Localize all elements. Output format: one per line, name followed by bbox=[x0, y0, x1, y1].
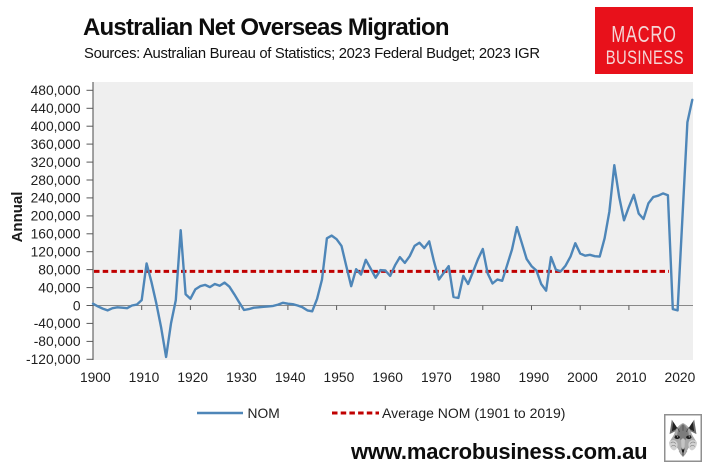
svg-text:1930: 1930 bbox=[226, 370, 257, 385]
svg-text:-120,000: -120,000 bbox=[26, 352, 81, 367]
svg-text:200,000: 200,000 bbox=[31, 209, 81, 224]
svg-text:0: 0 bbox=[73, 298, 81, 313]
svg-text:2000: 2000 bbox=[567, 370, 598, 385]
svg-text:1960: 1960 bbox=[372, 370, 403, 385]
svg-text:1940: 1940 bbox=[275, 370, 306, 385]
svg-text:-80,000: -80,000 bbox=[34, 334, 81, 349]
svg-text:1990: 1990 bbox=[518, 370, 549, 385]
svg-text:2020: 2020 bbox=[665, 370, 696, 385]
svg-text:-40,000: -40,000 bbox=[34, 316, 81, 331]
svg-text:1980: 1980 bbox=[470, 370, 501, 385]
svg-text:1950: 1950 bbox=[324, 370, 355, 385]
svg-text:360,000: 360,000 bbox=[31, 137, 81, 152]
svg-text:160,000: 160,000 bbox=[31, 227, 81, 242]
svg-text:NOM: NOM bbox=[248, 406, 280, 421]
svg-text:480,000: 480,000 bbox=[31, 83, 81, 98]
svg-text:40,000: 40,000 bbox=[38, 280, 81, 295]
svg-text:440,000: 440,000 bbox=[31, 101, 81, 116]
svg-text:1900: 1900 bbox=[80, 370, 111, 385]
svg-text:320,000: 320,000 bbox=[31, 155, 81, 170]
svg-text:120,000: 120,000 bbox=[31, 245, 81, 260]
svg-text:280,000: 280,000 bbox=[31, 173, 81, 188]
svg-text:1920: 1920 bbox=[177, 370, 208, 385]
svg-text:Annual: Annual bbox=[9, 192, 26, 243]
svg-text:80,000: 80,000 bbox=[38, 262, 81, 277]
svg-text:400,000: 400,000 bbox=[31, 119, 81, 134]
svg-text:1970: 1970 bbox=[421, 370, 452, 385]
svg-text:2010: 2010 bbox=[616, 370, 647, 385]
svg-text:240,000: 240,000 bbox=[31, 191, 81, 206]
svg-text:1910: 1910 bbox=[129, 370, 160, 385]
svg-text:Average NOM (1901 to 2019): Average NOM (1901 to 2019) bbox=[382, 405, 565, 421]
